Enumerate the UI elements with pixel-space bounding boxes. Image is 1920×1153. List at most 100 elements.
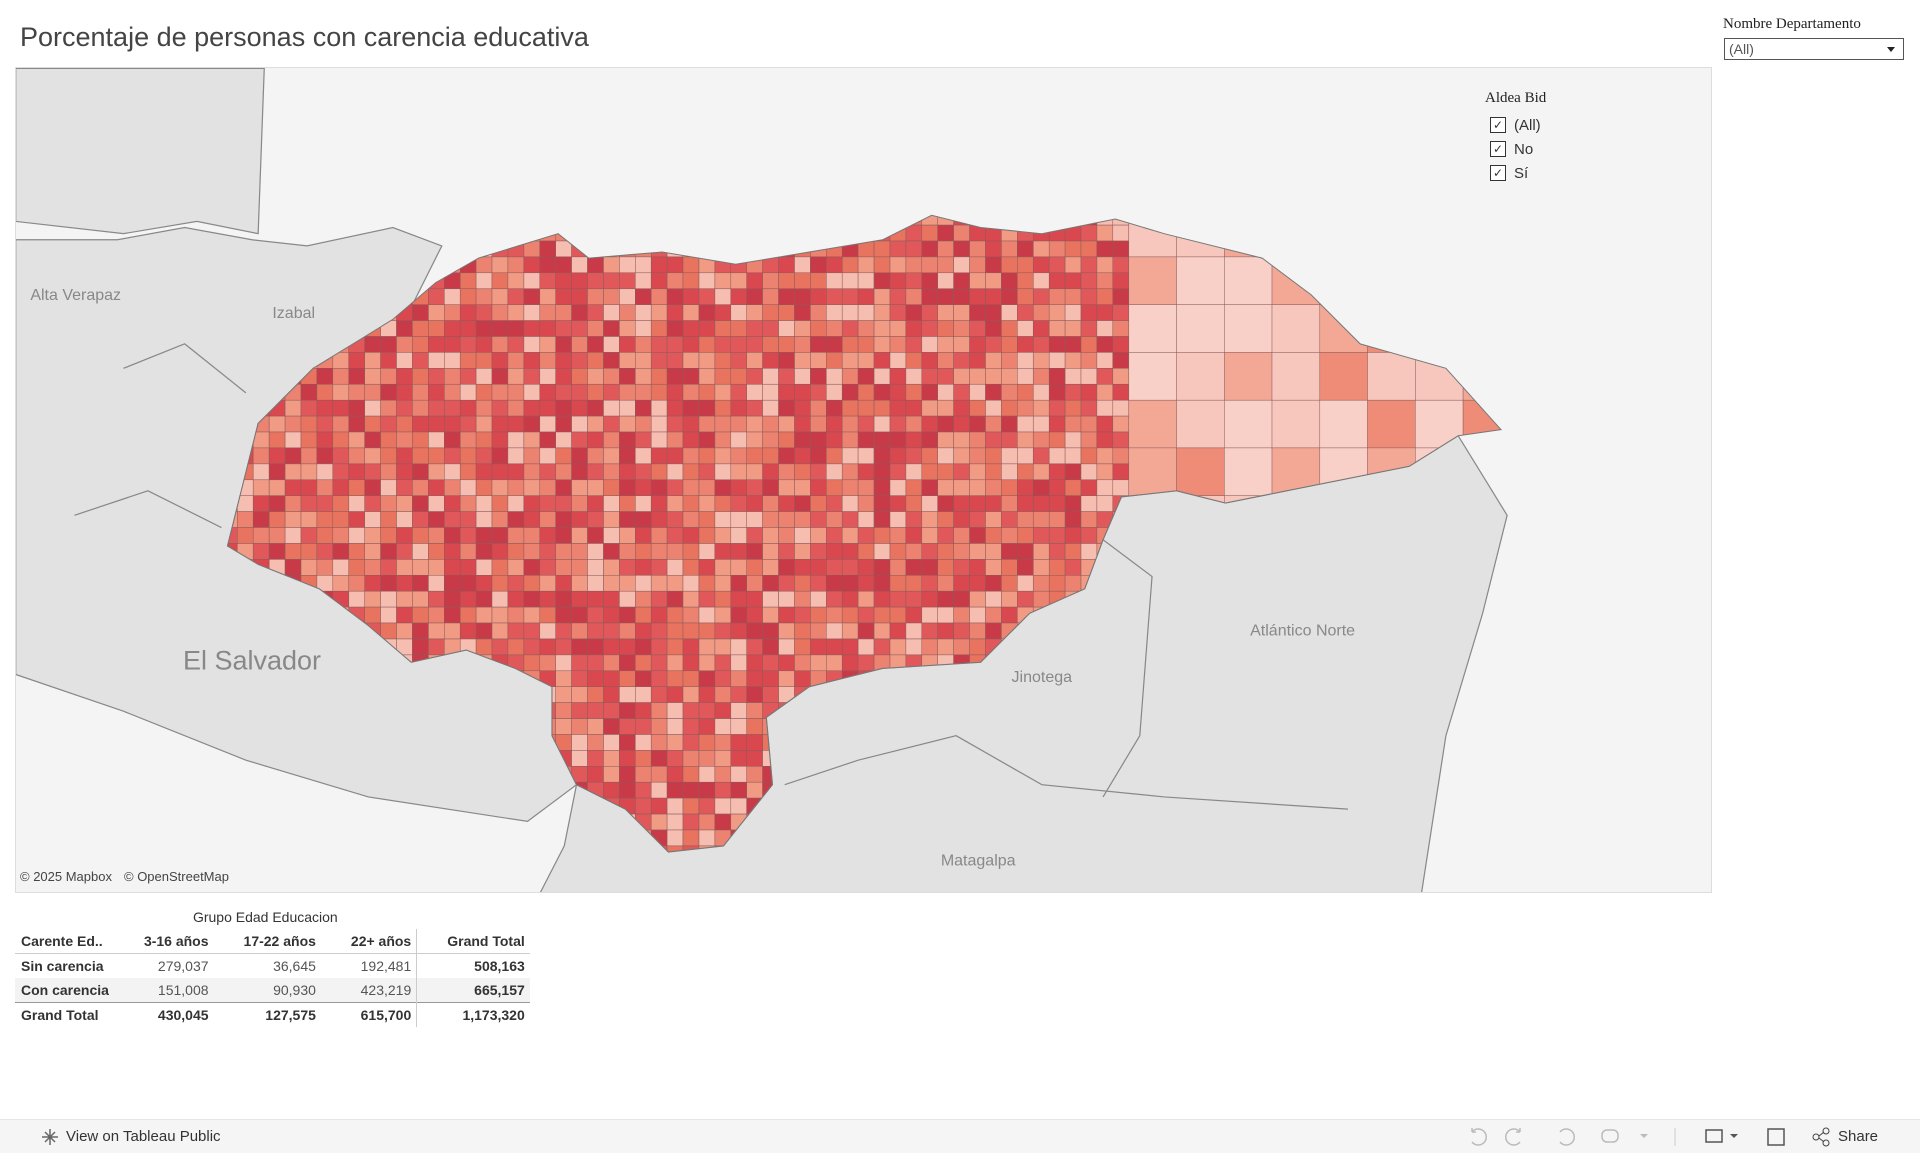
cell <box>889 399 907 417</box>
cell <box>841 495 859 512</box>
cell <box>1064 479 1082 496</box>
cell <box>841 479 859 496</box>
cell <box>682 463 700 481</box>
cell <box>1096 240 1114 258</box>
legend-item[interactable]: ✓ No <box>1485 137 1546 161</box>
cell <box>635 272 652 289</box>
cell <box>1367 399 1416 449</box>
share-button[interactable]: Share <box>1838 1128 1879 1145</box>
cell <box>873 511 891 528</box>
cell <box>937 590 954 608</box>
cell <box>571 479 588 496</box>
cell <box>619 654 636 672</box>
cell <box>778 320 795 337</box>
cell <box>794 368 811 385</box>
cell <box>380 447 397 465</box>
cell <box>778 622 795 640</box>
cell <box>953 590 970 608</box>
cell <box>587 575 604 592</box>
cell <box>380 559 397 576</box>
cell <box>1033 527 1050 544</box>
table-row: Con carencia 151,008 90,930 423,219 665,157 <box>15 978 530 1003</box>
cell <box>1033 384 1050 401</box>
view-on-tableau-link[interactable]: View on Tableau Public <box>66 1128 221 1145</box>
cell <box>619 575 636 592</box>
cell <box>1128 256 1177 305</box>
cell <box>1096 304 1114 321</box>
cell <box>985 399 1002 417</box>
cell <box>953 606 970 624</box>
share-icon[interactable] <box>1812 1127 1832 1147</box>
cell <box>985 384 1002 401</box>
cell <box>396 559 413 576</box>
cell <box>1033 336 1050 353</box>
cell <box>300 495 318 512</box>
cell <box>619 415 636 433</box>
map[interactable]: Alta Verapaz Izabal El Salvador Jinotega Atl… <box>15 67 1712 893</box>
cell <box>794 431 811 449</box>
cell <box>905 575 923 592</box>
cell <box>555 256 572 274</box>
attribution-mapbox[interactable]: © 2025 Mapbox <box>20 869 112 884</box>
cell <box>364 447 381 465</box>
filter-dropdown[interactable]: (All) <box>1724 38 1904 60</box>
cell <box>380 384 397 401</box>
cell <box>1064 384 1082 401</box>
cell <box>730 527 747 544</box>
cell <box>937 479 954 496</box>
cell <box>1017 527 1034 544</box>
cell <box>969 511 986 528</box>
cell <box>396 495 413 512</box>
cell <box>682 352 700 369</box>
cell <box>714 654 732 672</box>
cell <box>1001 543 1018 560</box>
cell <box>587 527 604 544</box>
legend-label: No <box>1514 140 1534 158</box>
cell <box>794 638 811 656</box>
cell <box>1128 352 1177 401</box>
cell <box>444 399 461 417</box>
cell <box>459 606 477 624</box>
cell <box>619 734 636 751</box>
cell <box>587 622 604 640</box>
cell <box>475 559 493 576</box>
legend-item[interactable]: ✓ Sí <box>1485 161 1546 185</box>
cell <box>1224 352 1273 401</box>
cell <box>571 384 588 401</box>
cell <box>428 543 445 560</box>
cell <box>444 463 461 481</box>
cell <box>523 559 541 576</box>
cell <box>794 511 811 528</box>
cell <box>587 463 604 481</box>
cell <box>905 606 923 624</box>
cell <box>475 606 493 624</box>
cell <box>810 431 827 449</box>
cell <box>1048 320 1066 337</box>
cell <box>953 256 970 274</box>
cell <box>794 415 811 433</box>
cell <box>810 384 827 401</box>
cell <box>1096 399 1114 417</box>
cell <box>650 495 668 512</box>
group-header: Grupo Edad Educacion <box>192 909 338 925</box>
cell <box>857 575 875 592</box>
cell <box>523 479 541 496</box>
cell <box>475 527 493 544</box>
cell <box>730 590 747 608</box>
cell <box>810 368 827 385</box>
cell <box>252 447 270 465</box>
cell <box>1112 288 1129 305</box>
cell <box>1033 304 1050 321</box>
cell <box>1080 479 1098 496</box>
cell <box>1048 399 1066 417</box>
cell <box>507 304 525 321</box>
cell <box>348 399 365 417</box>
place-label: Jinotega <box>1012 669 1073 686</box>
cell <box>428 511 445 528</box>
cell <box>459 431 477 449</box>
cell <box>444 320 461 337</box>
cell <box>444 559 461 576</box>
legend-item[interactable]: ✓ (All) <box>1485 113 1546 137</box>
attribution-osm[interactable]: © OpenStreetMap <box>124 869 229 884</box>
cell <box>491 256 509 274</box>
